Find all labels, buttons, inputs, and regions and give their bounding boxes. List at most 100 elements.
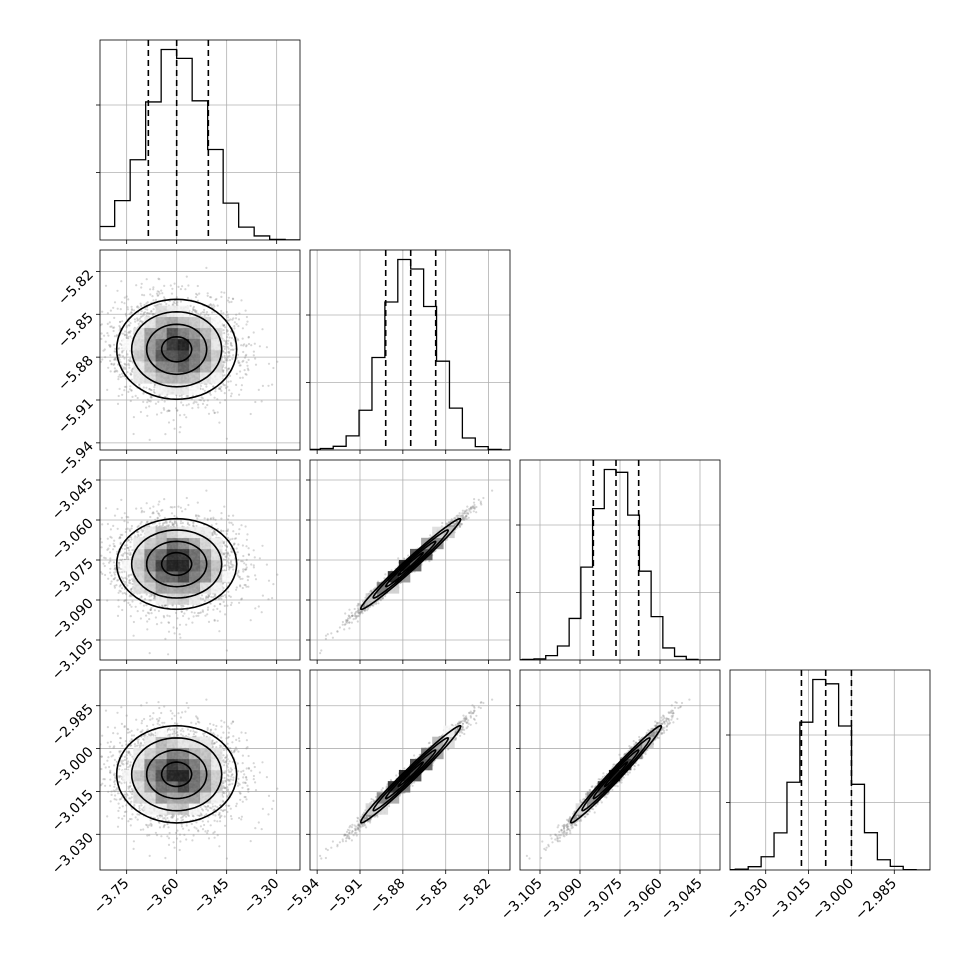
sample-point [171,521,174,524]
sample-point [175,296,178,299]
sample-point [245,315,248,319]
sample-point [128,549,131,552]
sample-point [187,403,190,406]
sample-point [241,560,244,563]
sample-point [220,511,223,515]
sample-point [208,392,211,395]
sample-point [100,546,103,549]
sample-point [167,409,170,412]
sample-point [226,345,229,349]
sample-point [157,277,160,280]
sample-point [121,554,125,557]
panel-0-0 [96,39,301,244]
sample-point [170,512,174,515]
sample-point [146,398,149,401]
sample-point [226,336,229,339]
sample-point [191,407,194,410]
sample-point [216,398,219,401]
sample-point [254,574,257,577]
sample-point [121,320,124,323]
sample-point [189,304,192,307]
sample-point [167,409,171,412]
sample-point [155,413,159,416]
sample-point [142,311,146,314]
sample-point [115,369,118,372]
sample-point [160,289,163,292]
sample-point [217,387,220,390]
sample-point [210,296,213,299]
sample-point [163,400,166,403]
sample-point [149,312,152,315]
sample-point [113,362,116,365]
density-cell [133,372,145,384]
sample-point [216,527,219,531]
sample-point [181,604,184,607]
sample-point [141,320,144,323]
sample-point [209,303,212,306]
sample-point [148,438,151,441]
sample-point [134,535,137,538]
density-cell [133,361,145,373]
sample-point [220,597,223,601]
sample-point [146,520,149,523]
sample-point [145,302,148,305]
sample-point [228,565,231,569]
density-cell [144,316,156,329]
sample-point [129,373,132,376]
sample-point [241,586,244,590]
sample-point [237,339,240,342]
sample-point [267,598,270,601]
sample-point [112,363,115,366]
y-tick-label: −3.105 [49,636,97,684]
sample-point [245,361,248,364]
sample-point [140,310,143,313]
sample-point [232,514,235,517]
sample-point [225,339,228,342]
density-cell [155,383,167,395]
sample-point [127,298,130,301]
sample-point [254,363,258,366]
sample-point [231,297,234,300]
density-cell [188,327,201,340]
sample-point [227,347,230,350]
sample-point [145,315,148,318]
sample-point [222,360,225,363]
sample-point [215,297,218,301]
sample-point [113,326,116,329]
sample-point [239,585,242,588]
sample-point [106,312,109,315]
sample-point [93,537,95,539]
sample-point [115,334,118,337]
sample-point [206,294,209,297]
sample-point [143,303,146,307]
sample-point [208,304,211,307]
sample-point [145,593,148,596]
sample-point [116,614,120,618]
sample-point [180,604,183,607]
sample-point [150,395,153,398]
sample-point [130,378,133,381]
sample-point [165,521,168,524]
sample-point [174,611,178,615]
sample-point [219,388,222,391]
sample-point [109,345,112,348]
sample-point [236,551,239,554]
sample-point [123,389,126,392]
sample-point [123,385,126,388]
sample-point [217,598,220,601]
sample-point [213,595,216,598]
sample-point [242,344,245,347]
sample-point [130,587,133,591]
sample-point [261,544,264,547]
sample-point [119,342,122,345]
sample-point [192,522,195,525]
sample-point [149,608,152,612]
sample-point [136,396,139,400]
sample-point [203,399,206,402]
sample-point [185,394,188,398]
sample-point [139,319,143,323]
sample-point [235,313,238,316]
sample-point [167,630,171,633]
sample-point [129,615,132,618]
sample-point [125,593,128,596]
